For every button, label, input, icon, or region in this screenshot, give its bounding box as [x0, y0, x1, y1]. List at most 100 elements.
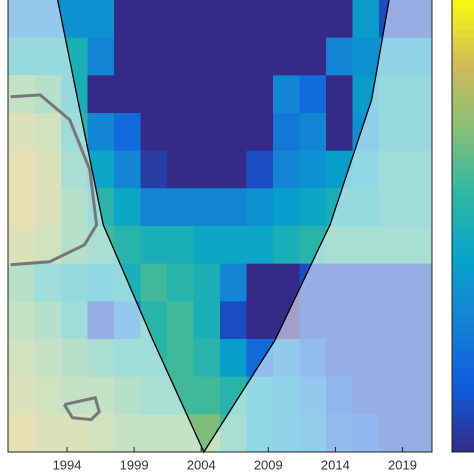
heat-cell: [246, 301, 274, 340]
colorbar-segment: [452, 165, 474, 174]
heat-cell: [167, 226, 194, 265]
heat-cell: [273, 263, 300, 302]
coi-shade: [8, 0, 432, 452]
contour: [63, 395, 101, 422]
colorbar-segment: [452, 241, 474, 250]
heat-cell: [273, 150, 300, 189]
heat-cell: [114, 226, 141, 265]
heat-cell: [167, 150, 194, 189]
heat-cell: [140, 37, 168, 76]
heat-cell: [140, 113, 168, 152]
heat-cell: [273, 226, 300, 265]
colorbar-segment: [452, 37, 474, 46]
plot-frame: [7, 0, 433, 453]
heat-cell: [167, 263, 194, 302]
colorbar-segment: [452, 263, 474, 272]
heat-cell: [193, 0, 221, 39]
heat-cell: [140, 263, 168, 302]
colorbar-segment: [452, 7, 474, 16]
heat-cell: [114, 150, 141, 189]
colorbar-segment: [452, 67, 474, 76]
heat-cell: [246, 113, 274, 152]
heat-cell: [299, 150, 327, 189]
colorbar-segment: [452, 376, 474, 385]
heat-cell: [246, 150, 274, 189]
heat-cell: [326, 37, 353, 76]
colorbar-segment: [452, 248, 474, 257]
colorbar-segment: [452, 82, 474, 91]
heat-cell: [193, 226, 221, 265]
heat-cell: [220, 301, 247, 340]
colorbar-segment: [452, 150, 474, 159]
heat-cell: [299, 0, 327, 39]
colorbar-segment: [452, 346, 474, 355]
heat-cell: [193, 376, 221, 415]
x-tick-label: 2019: [388, 457, 417, 472]
heat-cell: [273, 188, 300, 227]
heat-cell: [220, 339, 247, 378]
heat-cell: [326, 113, 353, 152]
heat-cell: [246, 0, 274, 39]
heat-cell: [193, 339, 221, 378]
colorbar-segment: [452, 414, 474, 423]
heat-cell: [167, 188, 194, 227]
heat-cell: [193, 188, 221, 227]
heat-cell: [299, 37, 327, 76]
heat-cell: [326, 0, 353, 39]
heat-cell: [246, 226, 274, 265]
heat-cell: [167, 301, 194, 340]
heat-cell: [140, 150, 168, 189]
heat-cell: [114, 188, 141, 227]
colorbar-segment: [452, 354, 474, 363]
heat-cell: [246, 37, 274, 76]
heat-cell: [140, 0, 168, 39]
heat-cell: [87, 37, 115, 76]
colorbar-frame: [451, 0, 474, 453]
colorbar-segment: [452, 323, 474, 332]
colorbar-segment: [452, 158, 474, 167]
heat-cell: [167, 37, 194, 76]
colorbar-segment: [452, 90, 474, 99]
heat-cell: [273, 75, 300, 114]
heat-cell: [114, 37, 141, 76]
x-tick-label: 2009: [254, 457, 283, 472]
colorbar-segment: [452, 143, 474, 152]
colorbar-segment: [452, 436, 474, 445]
heat-cell: [167, 113, 194, 152]
colorbar-segment: [452, 105, 474, 114]
x-tick-label: 1994: [53, 457, 82, 472]
heat-cell: [326, 75, 353, 114]
heat-cell: [246, 263, 274, 302]
colorbar-segment: [452, 128, 474, 137]
heat-cell: [299, 188, 327, 227]
colorbar-segment: [452, 256, 474, 265]
heat-cell: [167, 0, 194, 39]
colorbar-segment: [452, 120, 474, 129]
colorbar-segment: [452, 286, 474, 295]
colorbar-segment: [452, 369, 474, 378]
colorbar-segment: [452, 406, 474, 415]
colorbar-segment: [452, 22, 474, 31]
heat-cell: [220, 263, 247, 302]
heat-cell: [114, 0, 141, 39]
heat-cell: [167, 75, 194, 114]
colorbar-segment: [452, 293, 474, 302]
heat-cell: [299, 113, 327, 152]
colorbar-segment: [452, 52, 474, 61]
heat-cell: [114, 113, 141, 152]
heat-cell: [193, 75, 221, 114]
heat-cell: [220, 37, 247, 76]
colorbar-segment: [452, 45, 474, 54]
heat-cell: [140, 226, 168, 265]
heat-cell: [61, 0, 88, 39]
colorbar-segment: [452, 429, 474, 438]
colorbar-segment: [452, 444, 474, 453]
colorbar-segment: [452, 308, 474, 317]
colorbar-segment: [452, 331, 474, 340]
heat-cell: [352, 0, 380, 39]
colorbar-segment: [452, 15, 474, 24]
colorbar-segment: [452, 421, 474, 430]
colorbar-segment: [452, 30, 474, 39]
heat-cell: [220, 226, 247, 265]
